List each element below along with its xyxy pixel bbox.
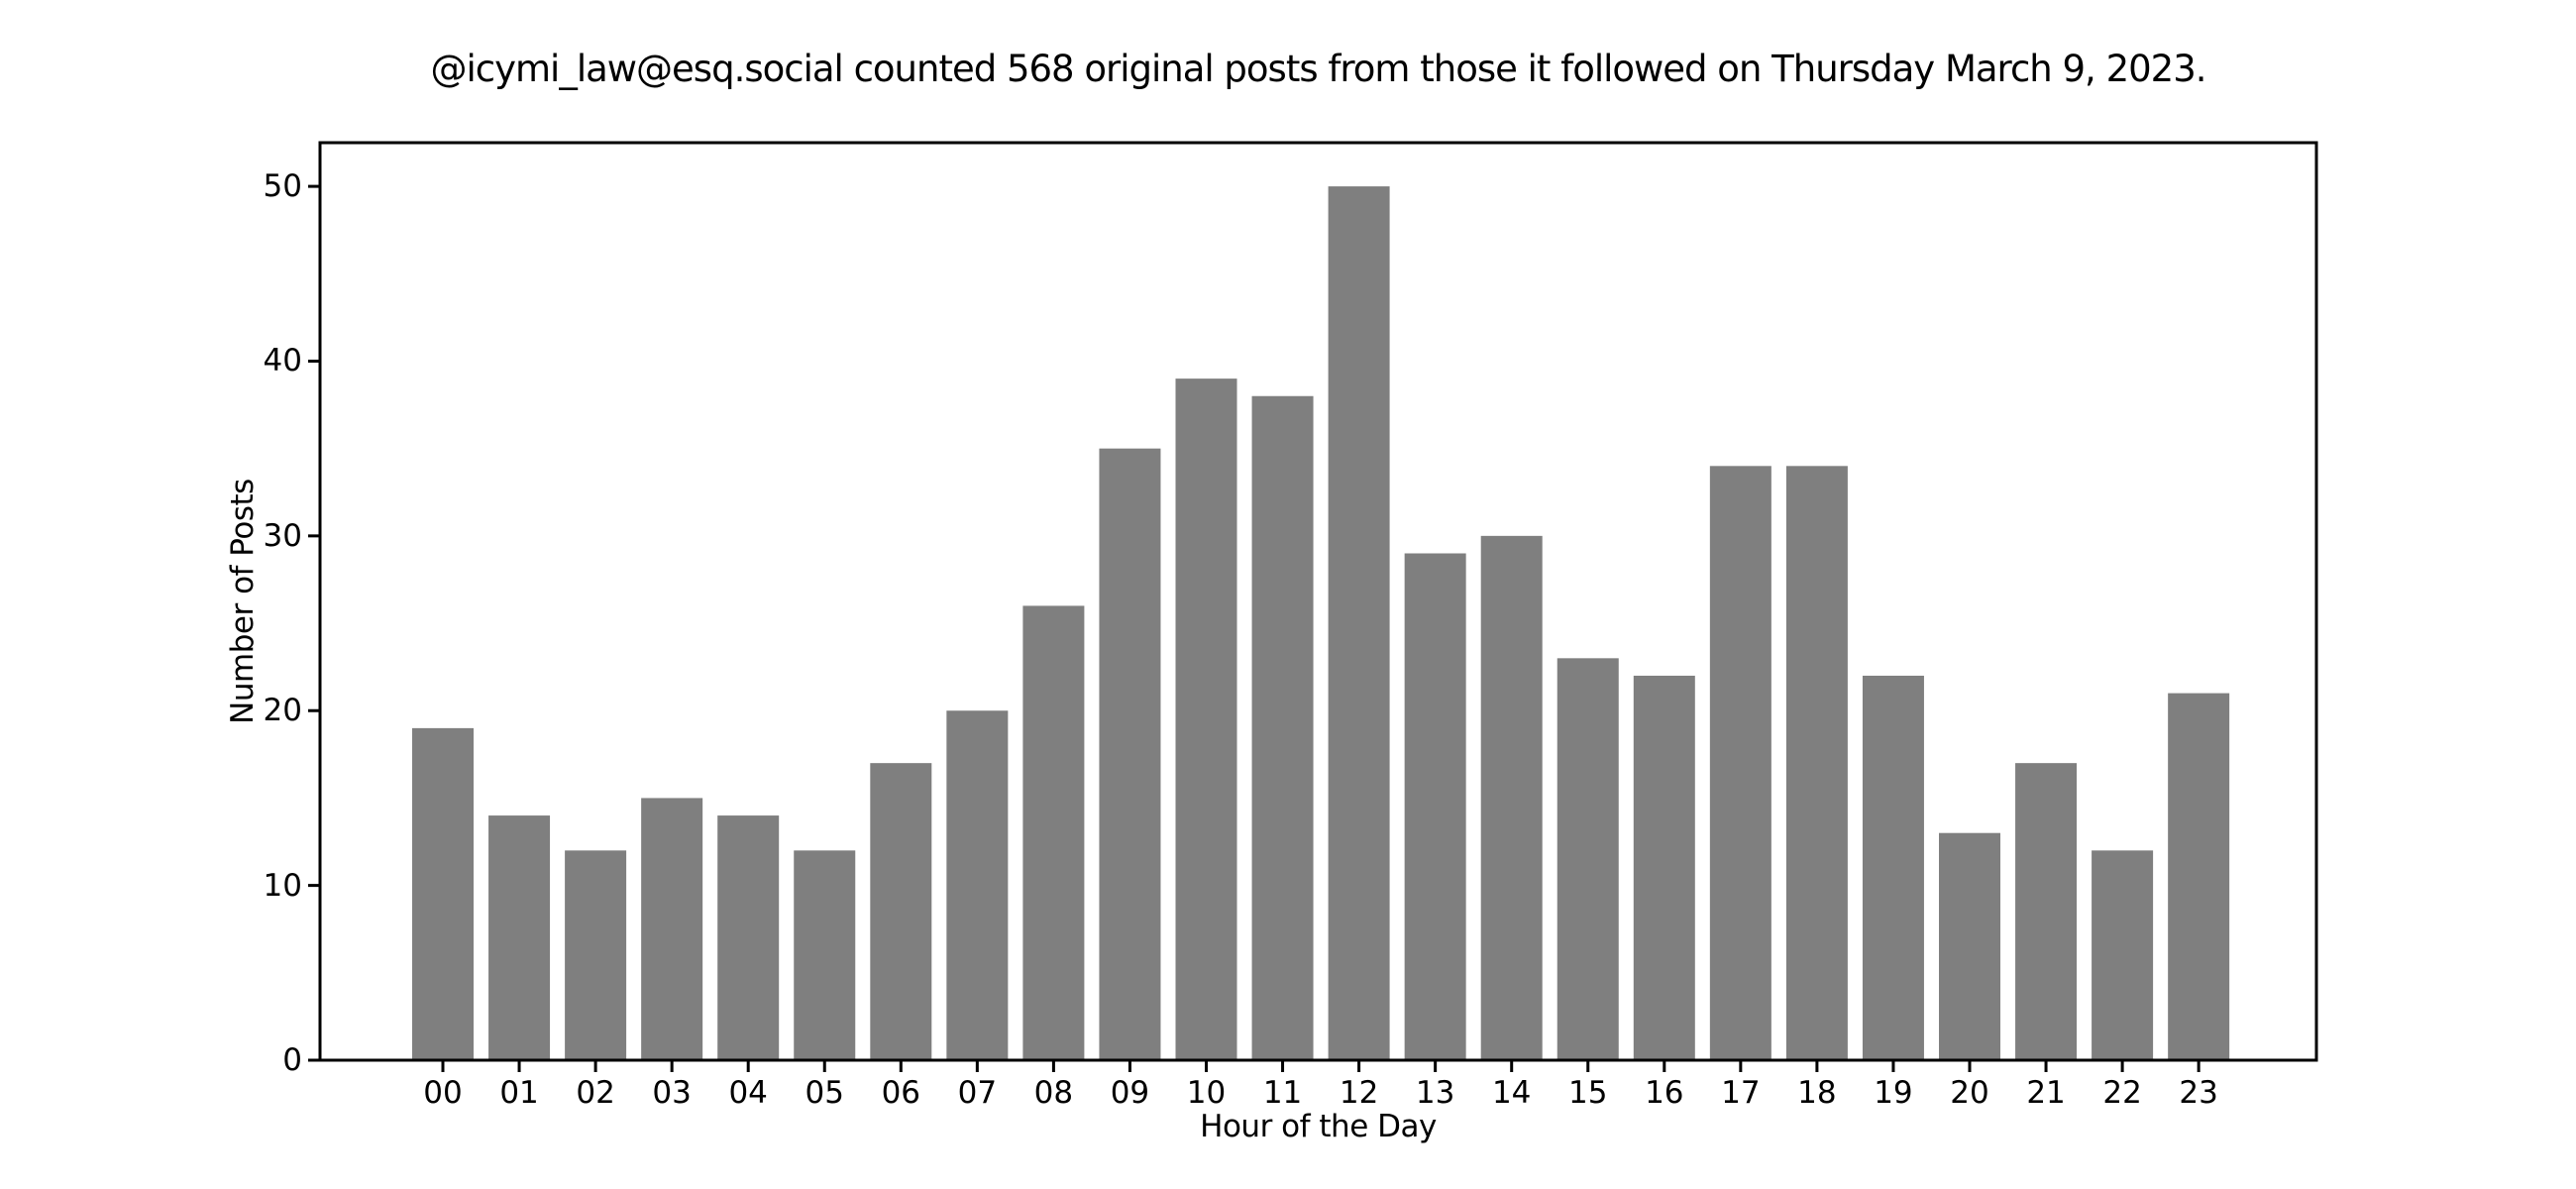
bar-hour-15 <box>1556 658 1619 1060</box>
x-tick-label: 22 <box>2102 1075 2142 1111</box>
x-tick-label: 19 <box>1874 1075 1913 1111</box>
bar-hour-23 <box>2168 693 2230 1060</box>
bar-hour-10 <box>1175 378 1237 1061</box>
bar-hour-19 <box>1862 675 1924 1060</box>
bar-hour-04 <box>717 815 780 1060</box>
bar-hour-22 <box>2092 850 2154 1060</box>
x-tick-label: 20 <box>1950 1075 1989 1111</box>
bar-hour-17 <box>1709 466 1771 1060</box>
bar-hour-08 <box>1022 605 1085 1060</box>
x-tick-label: 12 <box>1339 1075 1379 1111</box>
axes-spines <box>318 141 2318 1062</box>
x-tick-label: 06 <box>881 1075 921 1111</box>
y-tick-label: 50 <box>263 168 302 205</box>
x-axis-label: Hour of the Day <box>1200 1109 1437 1144</box>
bar-hour-07 <box>946 710 1009 1060</box>
x-tick-label: 15 <box>1568 1075 1608 1111</box>
x-tick-label: 01 <box>499 1075 539 1111</box>
bar-hour-01 <box>488 815 551 1060</box>
x-tick-label: 14 <box>1491 1075 1532 1111</box>
x-tick-label: 09 <box>1110 1075 1150 1111</box>
y-tick-label: 10 <box>263 867 302 904</box>
bar-hour-09 <box>1099 448 1161 1061</box>
bar-hour-06 <box>870 763 932 1060</box>
x-tick-label: 08 <box>1033 1075 1074 1111</box>
bar-hour-21 <box>2015 763 2078 1060</box>
bar-hour-16 <box>1633 675 1695 1060</box>
bar-hour-11 <box>1251 395 1314 1060</box>
bar-hour-20 <box>1939 832 2000 1060</box>
x-tick-label: 21 <box>2026 1075 2066 1111</box>
bar-hour-02 <box>565 850 627 1060</box>
x-tick-label: 04 <box>728 1075 768 1111</box>
x-tick-label: 05 <box>805 1075 844 1111</box>
x-tick-label: 23 <box>2179 1075 2218 1111</box>
y-tick-label: 0 <box>282 1042 302 1078</box>
x-tick-label: 03 <box>652 1075 692 1111</box>
x-tick-label: 10 <box>1186 1075 1227 1111</box>
x-tick-label: 11 <box>1262 1075 1303 1111</box>
bar-hour-05 <box>794 850 856 1060</box>
x-tick-label: 17 <box>1721 1075 1761 1111</box>
chart-title: @icymi_law@esq.social counted 568 origin… <box>430 48 2206 90</box>
x-tick-label: 02 <box>576 1075 615 1111</box>
y-tick-label: 40 <box>263 343 302 379</box>
bar-hour-18 <box>1785 466 1848 1060</box>
bar-hour-12 <box>1328 186 1390 1061</box>
x-tick-label: 16 <box>1645 1075 1684 1111</box>
x-tick-label: 13 <box>1415 1075 1455 1111</box>
y-tick-label: 20 <box>263 693 302 729</box>
x-tick-label: 18 <box>1797 1075 1837 1111</box>
x-tick-label: 07 <box>957 1075 998 1111</box>
bar-hour-03 <box>641 798 703 1060</box>
bar-hour-00 <box>412 727 474 1060</box>
x-tick-label: 00 <box>423 1075 463 1111</box>
bar-hour-14 <box>1480 535 1543 1060</box>
bar-hour-13 <box>1404 553 1466 1060</box>
y-tick-label: 30 <box>263 517 302 554</box>
